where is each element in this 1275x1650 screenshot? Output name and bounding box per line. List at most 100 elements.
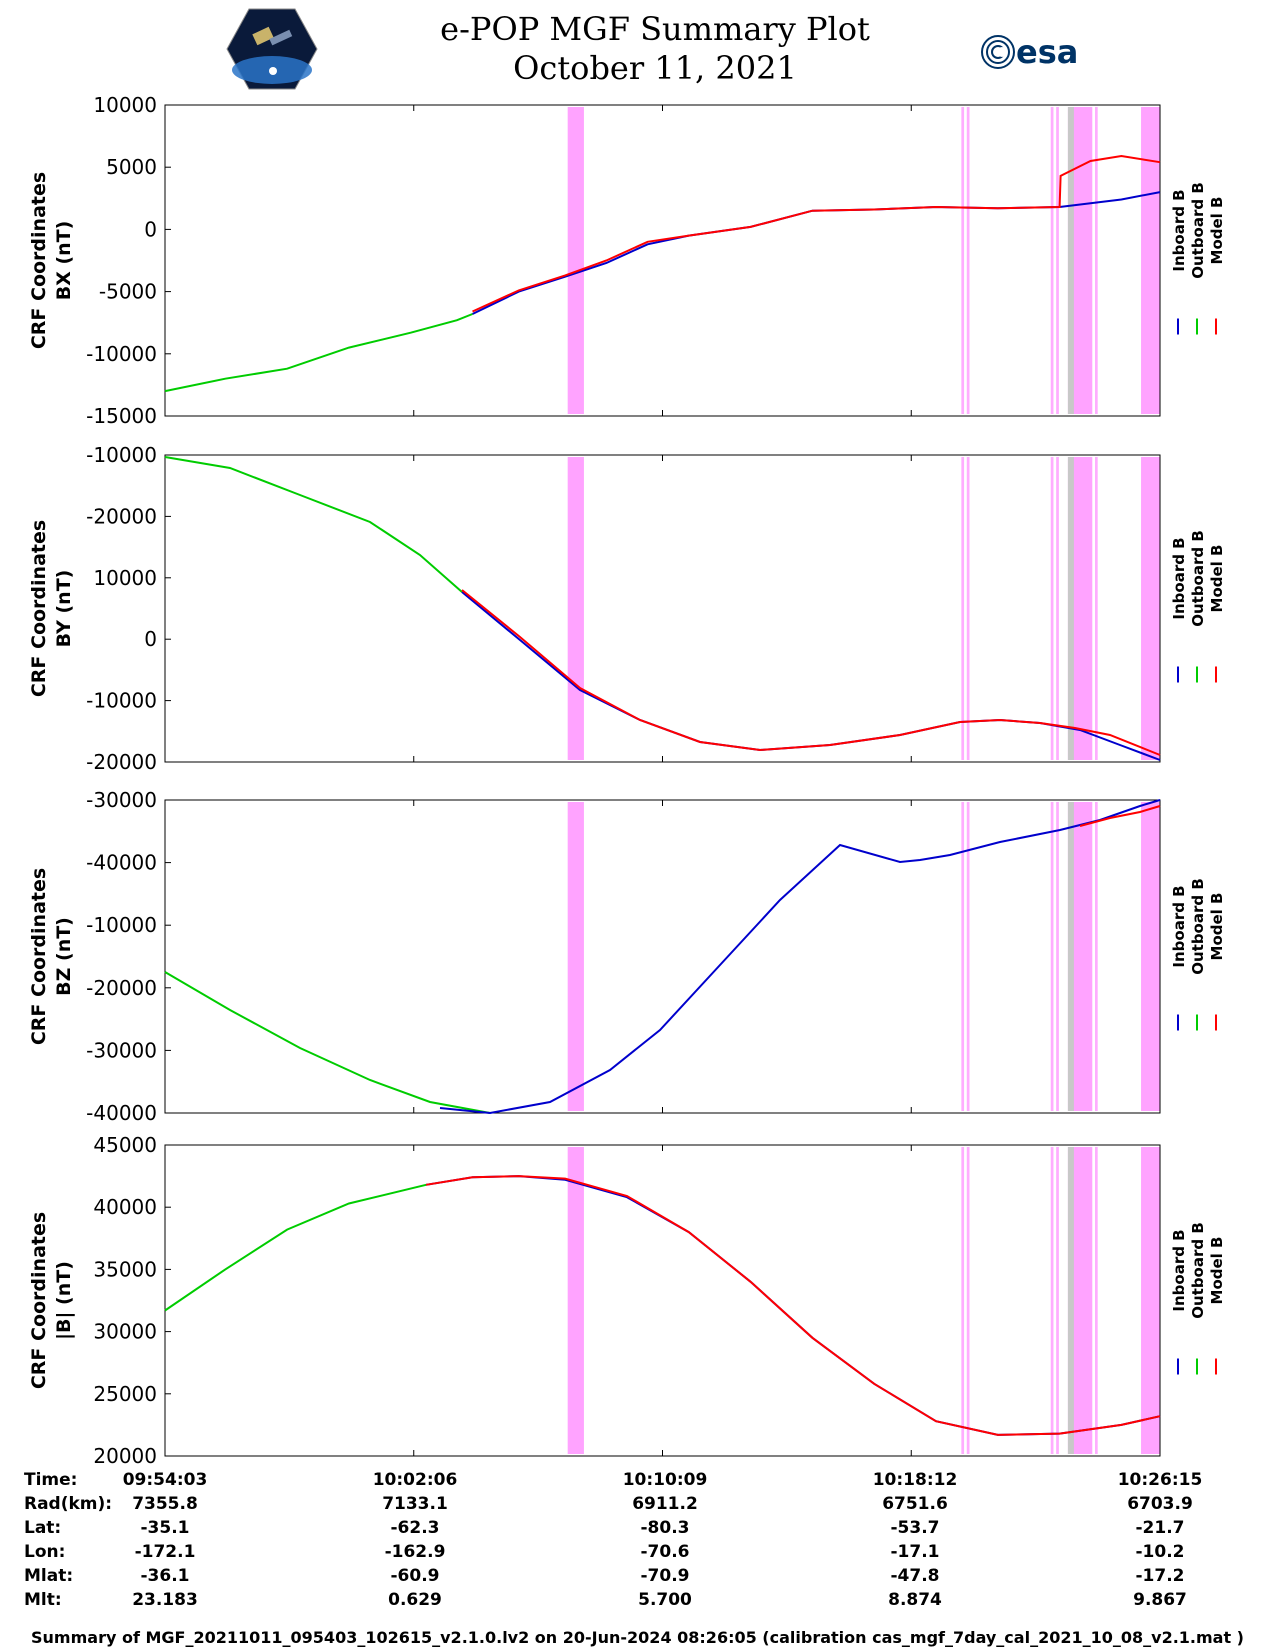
y-tick-label-0-5: -15000: [86, 404, 157, 428]
y-axis-label-line2-1: BY (nT): [53, 570, 75, 648]
summary-footer: Summary of MGF_20211011_095403_102615_v2…: [31, 1628, 1244, 1647]
legend-label-3-1: Outboard B: [1189, 1222, 1207, 1319]
shaded-interval-3-3: [1050, 1147, 1054, 1454]
info-cell: -36.1: [140, 1566, 190, 1586]
shaded-interval-2-2: [966, 802, 970, 1111]
info-cell: 0.629: [388, 1590, 442, 1610]
shaded-interval-0-1: [961, 107, 965, 414]
info-cell: -53.7: [890, 1518, 940, 1538]
plot-frame-2: [164, 799, 1161, 1114]
info-cell: 10:26:15: [1117, 1470, 1203, 1490]
y-tick-label-0-0: 10000: [93, 93, 157, 117]
series-line-3-1: [164, 1183, 427, 1312]
shaded-interval-3-1: [961, 1147, 965, 1454]
plot-date: October 11, 2021: [513, 49, 797, 87]
info-cell: 7355.8: [132, 1494, 198, 1514]
legend-label-2-2: Model B: [1208, 893, 1226, 961]
info-cell: 8.874: [888, 1590, 942, 1610]
y-axis-label-line1-2: CRF Coordinates: [28, 868, 50, 1045]
info-cell: -17.1: [890, 1542, 940, 1562]
esa-logo: esa: [980, 32, 1090, 76]
y-tick-label-3-0: 45000: [93, 1133, 157, 1157]
shaded-interval-1-6: [1094, 457, 1098, 760]
y-tick-label-2-5: -40000: [86, 1101, 157, 1125]
y-tick-label-2-0: -30000: [86, 788, 157, 812]
info-cell: 09:54:03: [122, 1470, 208, 1490]
shaded-interval-1-0: [567, 457, 584, 760]
info-row-label: Mlat:: [24, 1566, 74, 1586]
y-axis-label-line2-0: BX (nT): [53, 221, 75, 301]
shaded-interval-1-1: [961, 457, 965, 760]
y-tick-label-1-4: -10000: [86, 689, 157, 713]
info-row-label: Time:: [24, 1470, 78, 1490]
info-cell: -10.2: [1135, 1542, 1185, 1562]
shaded-interval-3-7: [1141, 1147, 1160, 1454]
esa-logo-text: esa: [1016, 33, 1078, 71]
y-axis-label-line1-1: CRF Coordinates: [28, 520, 50, 697]
shaded-interval-3-0: [567, 1147, 584, 1454]
y-tick-label-3-5: 20000: [93, 1444, 157, 1468]
shaded-interval-2-4: [1056, 802, 1059, 1111]
legend-label-1-2: Model B: [1208, 545, 1226, 613]
series-line-1-outboard: [164, 456, 463, 593]
y-tick-label-1-0: -10000: [86, 443, 157, 467]
legend-label-0-2: Model B: [1208, 197, 1226, 265]
legend-label-1-0: Inboard B: [1170, 537, 1188, 619]
info-cell: -47.8: [890, 1566, 940, 1586]
gap-bar-1: [1067, 457, 1074, 760]
info-cell: -80.3: [640, 1518, 690, 1538]
legend-label-2-1: Outboard B: [1189, 878, 1207, 975]
y-axis-label-line2-2: BZ (nT): [53, 917, 75, 996]
legend-label-0-0: Inboard B: [1170, 189, 1188, 271]
info-cell: -17.2: [1135, 1566, 1185, 1586]
y-tick-label-1-5: -20000: [86, 750, 157, 774]
info-cell: -70.9: [640, 1566, 690, 1586]
series-line-3-0: [425, 1175, 1161, 1436]
gap-bar-3: [1067, 1147, 1074, 1454]
plot-title: e-POP MGF Summary Plot: [440, 10, 870, 48]
y-tick-label-0-4: -10000: [86, 342, 157, 366]
shaded-interval-0-6: [1094, 107, 1098, 414]
info-row-label: Lat:: [24, 1518, 62, 1538]
info-cell: 10:10:09: [622, 1470, 708, 1490]
info-row-label: Mlt:: [24, 1590, 62, 1610]
summary-chart: 10000 5000 0 -5000 -10000 -15000 CRF Coordinat…: [28, 93, 1226, 1468]
shaded-interval-1-3: [1050, 457, 1054, 760]
info-cell: 9.867: [1133, 1590, 1187, 1610]
shaded-interval-1-2: [966, 457, 970, 760]
info-cell: 6703.9: [1127, 1494, 1193, 1514]
y-axis-label-line1-3: CRF Coordinates: [28, 1212, 50, 1389]
shaded-interval-0-7: [1141, 107, 1160, 414]
legend-label-1-1: Outboard B: [1189, 530, 1207, 627]
orbit-info-table: Time: Rad(km): Lat: Lon: Mlat: Mlt: 09:54:03 7…: [0, 1470, 1275, 1615]
y-tick-label-1-3: 0: [144, 627, 157, 651]
legend-label-3-2: Model B: [1208, 1237, 1226, 1305]
legend-label-2-0: Inboard B: [1170, 885, 1188, 967]
shaded-interval-3-2: [966, 1147, 970, 1454]
info-cell: -60.9: [390, 1566, 440, 1586]
y-tick-label-0-3: -5000: [99, 280, 157, 304]
shaded-interval-0-2: [966, 107, 970, 414]
shaded-interval-0-4: [1056, 107, 1059, 414]
info-cell: 23.183: [132, 1590, 198, 1610]
info-cell: 5.700: [638, 1590, 692, 1610]
plot-frame-3: [164, 1144, 1161, 1457]
y-tick-label-1-1: -20000: [86, 504, 157, 528]
shaded-interval-1-4: [1056, 457, 1059, 760]
series-line-0-1: [164, 313, 473, 393]
info-cell: -172.1: [134, 1542, 196, 1562]
y-tick-label-1-2: 10000: [93, 566, 157, 590]
shaded-interval-2-7: [1141, 802, 1160, 1111]
y-tick-label-2-1: -40000: [86, 851, 157, 875]
y-tick-label-3-2: 35000: [93, 1257, 157, 1281]
info-cell: -70.6: [640, 1542, 690, 1562]
y-tick-label-3-1: 40000: [93, 1195, 157, 1219]
info-cell: 6751.6: [882, 1494, 948, 1514]
y-axis-label-line2-3: |B| (nT): [53, 1261, 75, 1340]
y-tick-label-0-1: 5000: [106, 155, 157, 179]
info-cell: -162.9: [384, 1542, 446, 1562]
shaded-interval-2-3: [1050, 802, 1054, 1111]
shaded-interval-0-3: [1050, 107, 1054, 414]
shaded-interval-0-0: [567, 107, 584, 414]
y-tick-label-3-4: 25000: [93, 1382, 157, 1406]
